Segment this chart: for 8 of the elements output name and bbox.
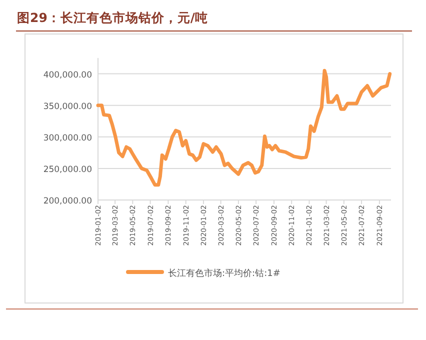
legend-label: 长江有色市场:平均价:钴:1#	[168, 268, 280, 279]
y-tick-label: 200,000.00	[43, 196, 92, 206]
y-tick-label: 250,000.00	[43, 164, 92, 175]
y-tick-label: 350,000.00	[43, 102, 92, 112]
y-tick-label: 400,000.00	[43, 70, 92, 80]
chart-title: 图29：长江有色市场钴价，元/吨	[17, 10, 208, 25]
y-tick-label: 300,000.00	[43, 133, 92, 144]
line-series	[96, 68, 392, 187]
